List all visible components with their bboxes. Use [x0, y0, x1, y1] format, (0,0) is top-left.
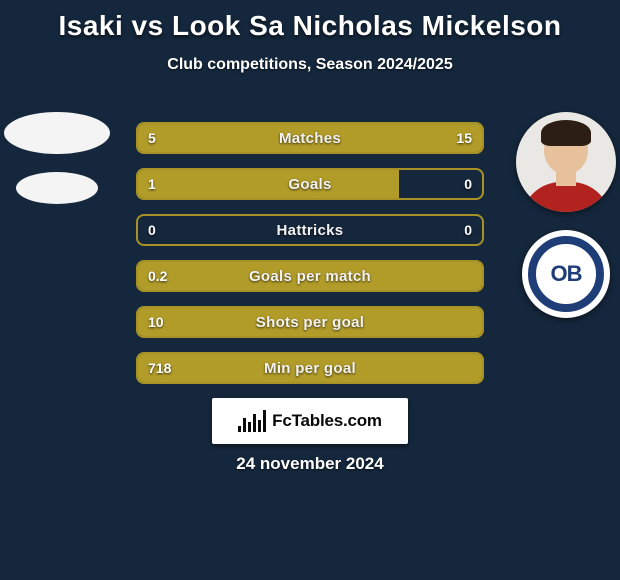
- stat-label: Min per goal: [138, 354, 482, 382]
- left-club-placeholder: [16, 172, 98, 204]
- stat-row: 718Min per goal: [136, 352, 484, 384]
- comparison-date: 24 november 2024: [0, 454, 620, 474]
- logo-chart-icon: [238, 410, 266, 432]
- page-title: Isaki vs Look Sa Nicholas Mickelson: [0, 0, 620, 42]
- right-club-badge: OB: [522, 230, 610, 318]
- fctables-logo: FcTables.com: [212, 398, 408, 444]
- right-player-badges: OB: [516, 112, 616, 318]
- stat-row: 00Hattricks: [136, 214, 484, 246]
- stat-label: Shots per goal: [138, 308, 482, 336]
- right-player-photo: [516, 112, 616, 212]
- left-player-photo-placeholder: [4, 112, 110, 154]
- right-club-badge-text: OB: [551, 261, 582, 287]
- logo-text: FcTables.com: [272, 411, 382, 431]
- stat-bars: 515Matches 10Goals 00Hattricks 0.2Goals per…: [136, 122, 484, 384]
- stat-row: 0.2Goals per match: [136, 260, 484, 292]
- stat-label: Matches: [138, 124, 482, 152]
- stat-label: Goals per match: [138, 262, 482, 290]
- comparison-card: Isaki vs Look Sa Nicholas Mickelson Club…: [0, 0, 620, 580]
- stat-row: 10Shots per goal: [136, 306, 484, 338]
- stat-label: Hattricks: [138, 216, 482, 244]
- stat-label: Goals: [138, 170, 482, 198]
- stat-row: 515Matches: [136, 122, 484, 154]
- page-subtitle: Club competitions, Season 2024/2025: [0, 56, 620, 74]
- stat-row: 10Goals: [136, 168, 484, 200]
- left-player-badges: [4, 112, 110, 204]
